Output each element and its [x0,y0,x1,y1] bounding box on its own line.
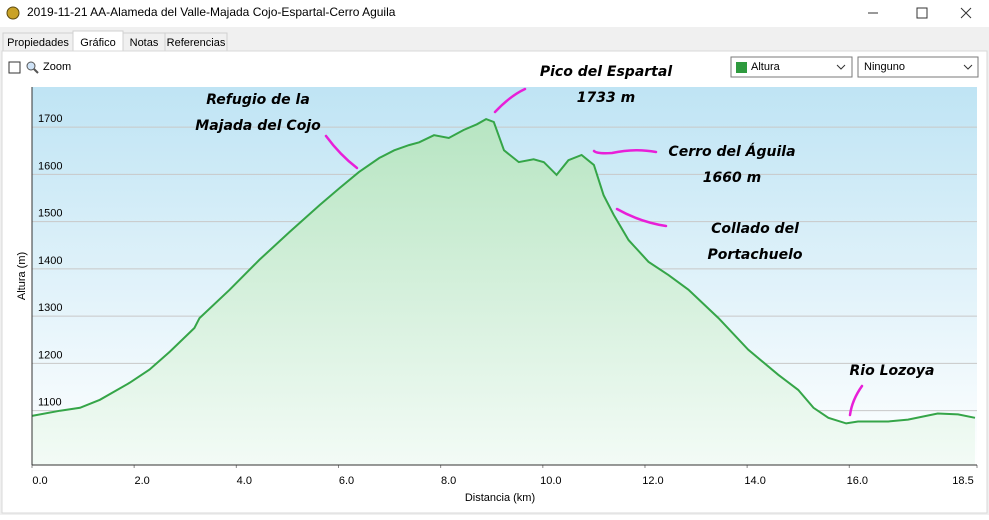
close[interactable] [960,7,972,19]
annotation: 1660 m [703,170,761,186]
annotation-stroke [592,149,658,155]
annotation: Cerro del Águila [668,143,795,160]
y-tick-label: 1100 [38,397,62,409]
dropdown-arrow [963,64,973,70]
tab-label: Gráfico [80,37,115,49]
series-select-text: Altura [751,61,781,73]
y-tick-label: 1700 [38,113,62,125]
x-axis-label: Distancia (km) [465,492,535,504]
x-tick-label: 4.0 [237,475,252,487]
y-tick-label: 1200 [38,349,62,361]
annotation-stroke [493,87,527,114]
annotation: Majada del Cojo [195,118,321,134]
y-tick-label: 1400 [38,255,62,267]
area-fill [32,119,975,465]
y-tick-label: 1300 [38,302,62,314]
x-tick-label: 16.0 [847,475,868,487]
dropdown-arrow [836,64,846,70]
tab-label: Referencias [167,37,226,49]
series-swatch [736,62,747,73]
annotation: Rio Lozoya [850,363,935,379]
tab-label: Notas [130,37,159,49]
x-tick-label: 18.5 [952,475,973,487]
annotation-stroke [324,134,359,170]
app-icon [6,6,20,20]
x-tick-label: 0.0 [32,475,47,487]
x-tick-label: 12.0 [642,475,663,487]
tab-label: Propiedades [7,37,69,49]
y-tick-label: 1600 [38,160,62,172]
x-tick-label: 8.0 [441,475,456,487]
annotation: Portachuelo [707,247,802,263]
second-select-text: Ninguno [864,61,905,73]
profile-line [31,117,976,425]
x-tick-label: 2.0 [135,475,150,487]
maximize[interactable] [916,7,928,19]
zoom-icon-handle [33,68,39,74]
x-tick-label: 6.0 [339,475,354,487]
zoom-label: Zoom [43,61,71,73]
y-axis-label: Altura (m) [16,252,28,300]
annotation: Collado del [711,221,799,237]
x-tick-label: 10.0 [540,475,561,487]
y-tick-label: 1500 [38,208,62,220]
zoom-icon [26,61,36,71]
second-select[interactable] [857,56,979,78]
zoom-checkbox[interactable] [8,61,21,74]
window-title: 2019-11-21 AA-Alameda del Valle-Majada C… [27,5,396,19]
series-select[interactable] [730,56,853,78]
annotation-stroke [615,207,668,228]
annotation: Refugio de la [206,92,310,108]
x-tick-label: 14.0 [744,475,765,487]
annotation: 1733 m [577,90,635,106]
annotation-stroke [848,384,864,417]
annotation: Pico del Espartal [540,64,672,80]
